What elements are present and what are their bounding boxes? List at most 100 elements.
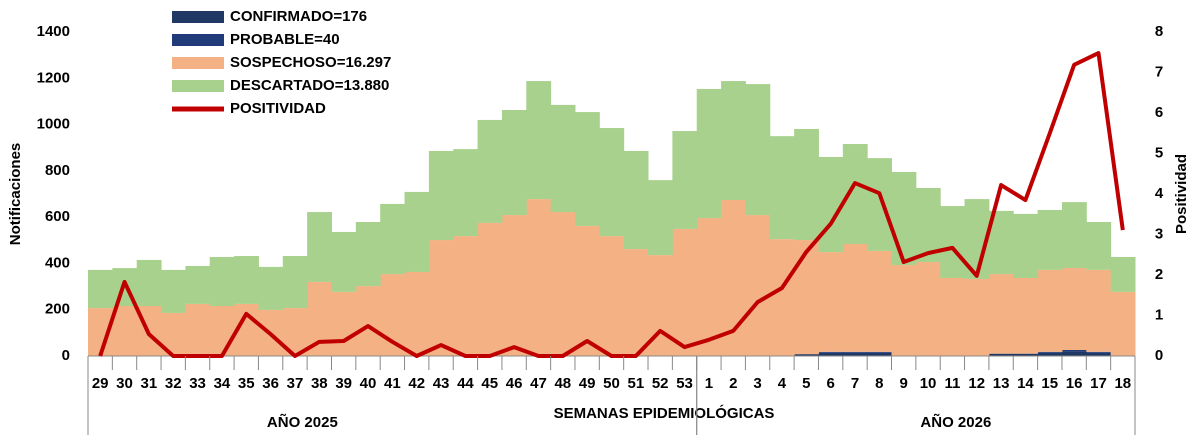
legend-swatch <box>172 57 224 69</box>
area-segment <box>623 150 649 250</box>
area-segment <box>867 158 893 251</box>
area-segment <box>818 352 844 356</box>
x-tick-label: 2 <box>729 375 737 392</box>
area-segment <box>1037 351 1063 353</box>
area-segment <box>161 269 186 313</box>
area-segment <box>1037 269 1063 352</box>
area-segment <box>185 303 211 356</box>
legend-label: PROBABLE=40 <box>230 31 340 48</box>
x-tick-label: 7 <box>851 375 859 392</box>
y-tick-label: 1400 <box>37 23 70 40</box>
area-segment <box>477 222 503 356</box>
area-segment <box>769 136 795 240</box>
x-tick-label: 43 <box>433 375 450 392</box>
area-segment <box>355 222 381 287</box>
legend-label: SOSPECHOSO=16.297 <box>230 54 391 71</box>
x-tick-label: 32 <box>165 375 182 392</box>
area-segment <box>599 128 625 237</box>
x-tick-label: 34 <box>214 375 231 392</box>
area-segment <box>1061 268 1087 350</box>
x-tick-label: 1 <box>705 375 713 392</box>
x-axis-title: SEMANAS EPIDEMIOLÓGICAS <box>554 404 775 422</box>
area-segment <box>1013 213 1039 279</box>
area-segment <box>818 351 844 353</box>
x-tick-label: 14 <box>1017 375 1034 392</box>
x-tick-label: 47 <box>530 375 547 392</box>
y2-tick-label: 4 <box>1155 185 1164 202</box>
area-segment <box>477 119 503 223</box>
y-tick-label: 1200 <box>37 69 70 86</box>
x-tick-label: 30 <box>116 375 133 392</box>
area-segment <box>1086 351 1112 353</box>
area-segment <box>794 240 819 355</box>
area-segment <box>599 236 625 356</box>
area-segment <box>258 266 284 310</box>
area-segment <box>282 256 308 309</box>
area-segment <box>209 256 235 307</box>
area-segment <box>672 228 698 356</box>
x-tick-label: 33 <box>189 375 206 392</box>
area-segment <box>453 236 479 356</box>
area-segment <box>501 109 527 216</box>
x-tick-label: 8 <box>875 375 883 392</box>
x-tick-label: 9 <box>900 375 908 392</box>
area-segment <box>891 265 917 356</box>
area-segment <box>331 231 357 292</box>
area-segment <box>428 150 454 241</box>
area-segment <box>355 286 381 356</box>
y-axis-title: Notificaciones <box>7 143 24 246</box>
area-segment <box>915 262 941 356</box>
area-segment <box>672 131 698 229</box>
legend-label: POSITIVIDAD <box>230 100 326 117</box>
area-segment <box>1037 209 1063 270</box>
area-segment <box>1086 269 1112 352</box>
y2-tick-label: 5 <box>1155 144 1163 161</box>
x-tick-label: 45 <box>481 375 498 392</box>
area-segment <box>453 149 479 237</box>
area-segment <box>526 199 552 356</box>
x-tick-label: 40 <box>360 375 377 392</box>
area-segment <box>307 212 332 282</box>
legend-swatch <box>172 11 224 23</box>
area-segment <box>648 180 673 256</box>
area-segment <box>1110 291 1136 356</box>
x-tick-label: 5 <box>802 375 810 392</box>
x-tick-label: 39 <box>335 375 352 392</box>
x-tick-label: 41 <box>384 375 401 392</box>
x-tick-label: 12 <box>968 375 985 392</box>
area-segment <box>1061 351 1087 356</box>
group-label: AÑO 2025 <box>267 413 338 431</box>
area-segment <box>428 240 454 356</box>
area-segment <box>818 156 844 253</box>
line-series <box>98 51 1125 358</box>
area-segment <box>404 191 430 272</box>
y2-tick-label: 6 <box>1155 104 1163 121</box>
area-segment <box>1013 278 1039 354</box>
area-segment <box>794 128 819 241</box>
y2-tick-label: 1 <box>1155 306 1163 323</box>
x-tick-label: 53 <box>676 375 693 392</box>
x-tick-label: 15 <box>1041 375 1058 392</box>
area-segment <box>550 212 576 356</box>
area-segment <box>526 81 552 200</box>
area-segment <box>1013 353 1039 356</box>
y2-tick-label: 8 <box>1155 23 1163 40</box>
area-segment <box>1037 352 1063 356</box>
legend-label: CONFIRMADO=176 <box>230 8 367 25</box>
area-segment <box>1086 352 1112 356</box>
x-tick-label: 50 <box>603 375 620 392</box>
x-tick-label: 16 <box>1066 375 1083 392</box>
area-segment <box>1061 202 1087 269</box>
area-segment <box>696 218 722 356</box>
area-segment <box>745 215 771 356</box>
x-tick-label: 4 <box>778 375 787 392</box>
y-tick-label: 200 <box>45 301 70 318</box>
legend-swatch <box>172 34 224 46</box>
area-segment <box>501 215 527 356</box>
area-segment <box>769 239 795 356</box>
y-tick-label: 1000 <box>37 116 70 133</box>
y2-tick-label: 2 <box>1155 266 1163 283</box>
y-tick-label: 400 <box>45 254 70 271</box>
x-tick-label: 37 <box>287 375 304 392</box>
